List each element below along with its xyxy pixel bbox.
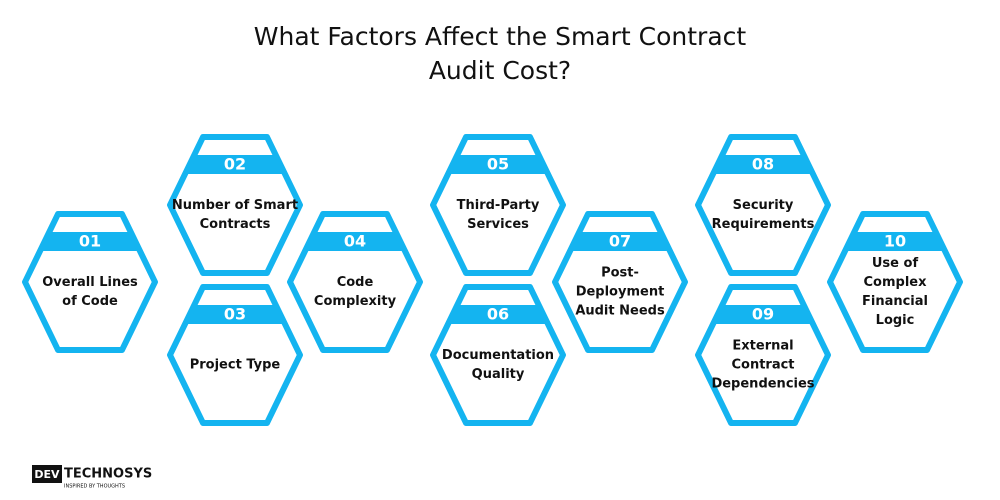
factor-number: 06 [487, 305, 509, 324]
hexagon-outline [167, 284, 303, 426]
factor-label: Security [733, 198, 794, 213]
factor-label: Complex [864, 275, 928, 290]
factor-label: Contracts [200, 217, 271, 232]
factor-hexagon: 08 Security Requirements [695, 134, 831, 276]
logo-mark: DEV [34, 468, 60, 481]
factor-label: of Code [62, 294, 118, 309]
number-band [290, 232, 420, 251]
hexagon-outline [552, 211, 688, 353]
logo-name: TECHNOSYS [64, 467, 152, 482]
factor-label: Logic [876, 313, 915, 328]
factor-number: 01 [79, 232, 101, 251]
factor-label: External [732, 339, 793, 354]
factor-label: Audit Needs [575, 304, 665, 319]
factor-number: 07 [609, 232, 631, 251]
factor-hexagon: 04 Code Complexity [287, 211, 423, 353]
factor-number: 05 [487, 155, 509, 174]
factor-label: Code [337, 275, 374, 290]
factor-hexagon: 05 Third-Party Services [430, 134, 566, 276]
title-line: What Factors Affect the Smart Contract [254, 22, 747, 51]
number-band [698, 305, 828, 324]
factor-number: 08 [752, 155, 774, 174]
factor-hexagon: 07 Post- Deployment Audit Needs [552, 211, 688, 353]
factor-label: Requirements [712, 217, 815, 232]
number-band [433, 155, 563, 174]
factor-label: Post- [601, 266, 639, 281]
factor-label: Third-Party [457, 198, 540, 213]
factor-label: Deployment [576, 285, 665, 300]
factor-label: Project Type [190, 358, 281, 373]
factor-number: 03 [224, 305, 246, 324]
factor-label: Complexity [314, 294, 397, 309]
factor-number: 02 [224, 155, 246, 174]
factor-label: Documentation [442, 348, 554, 363]
hexagon-outline [430, 284, 566, 426]
number-band [170, 155, 300, 174]
factor-hexagon: 10 Use of Complex Financial Logic [827, 211, 963, 353]
factor-hexagon: 03 Project Type [167, 284, 303, 426]
number-band [25, 232, 155, 251]
factor-hexagon: 09 External Contract Dependencies [695, 284, 831, 426]
number-band [698, 155, 828, 174]
factor-label: Financial [862, 294, 928, 309]
hexagon-outline [695, 134, 831, 276]
factor-number: 04 [344, 232, 366, 251]
hexagon-outline [430, 134, 566, 276]
hexagon-outline [287, 211, 423, 353]
number-band [830, 232, 960, 251]
logo-tagline: INSPIRED BY THOUGHTS [64, 484, 125, 490]
title-line: Audit Cost? [429, 56, 571, 85]
hexagon-outline [22, 211, 158, 353]
logo-box [32, 465, 62, 483]
factor-label: Quality [472, 367, 525, 382]
factor-hexagon: 02 Number of Smart Contracts [167, 134, 303, 276]
factor-hexagon: 01 Overall Lines of Code [22, 211, 158, 353]
hexagon-outline [827, 211, 963, 353]
number-band [170, 305, 300, 324]
number-band [555, 232, 685, 251]
number-band [433, 305, 563, 324]
factor-number: 09 [752, 305, 774, 324]
hexagon-outline [695, 284, 831, 426]
factor-label: Contract [731, 358, 794, 373]
hexagon-outline [167, 134, 303, 276]
factor-hexagon: 06 Documentation Quality [430, 284, 566, 426]
factor-label: Use of [872, 256, 919, 271]
factor-label: Overall Lines [42, 275, 138, 290]
factor-label: Number of Smart [172, 198, 298, 213]
factor-label: Services [467, 217, 529, 232]
factor-label: Dependencies [711, 377, 814, 392]
factor-number: 10 [884, 232, 906, 251]
logo: DEV TECHNOSYS INSPIRED BY THOUGHTS [32, 465, 152, 490]
